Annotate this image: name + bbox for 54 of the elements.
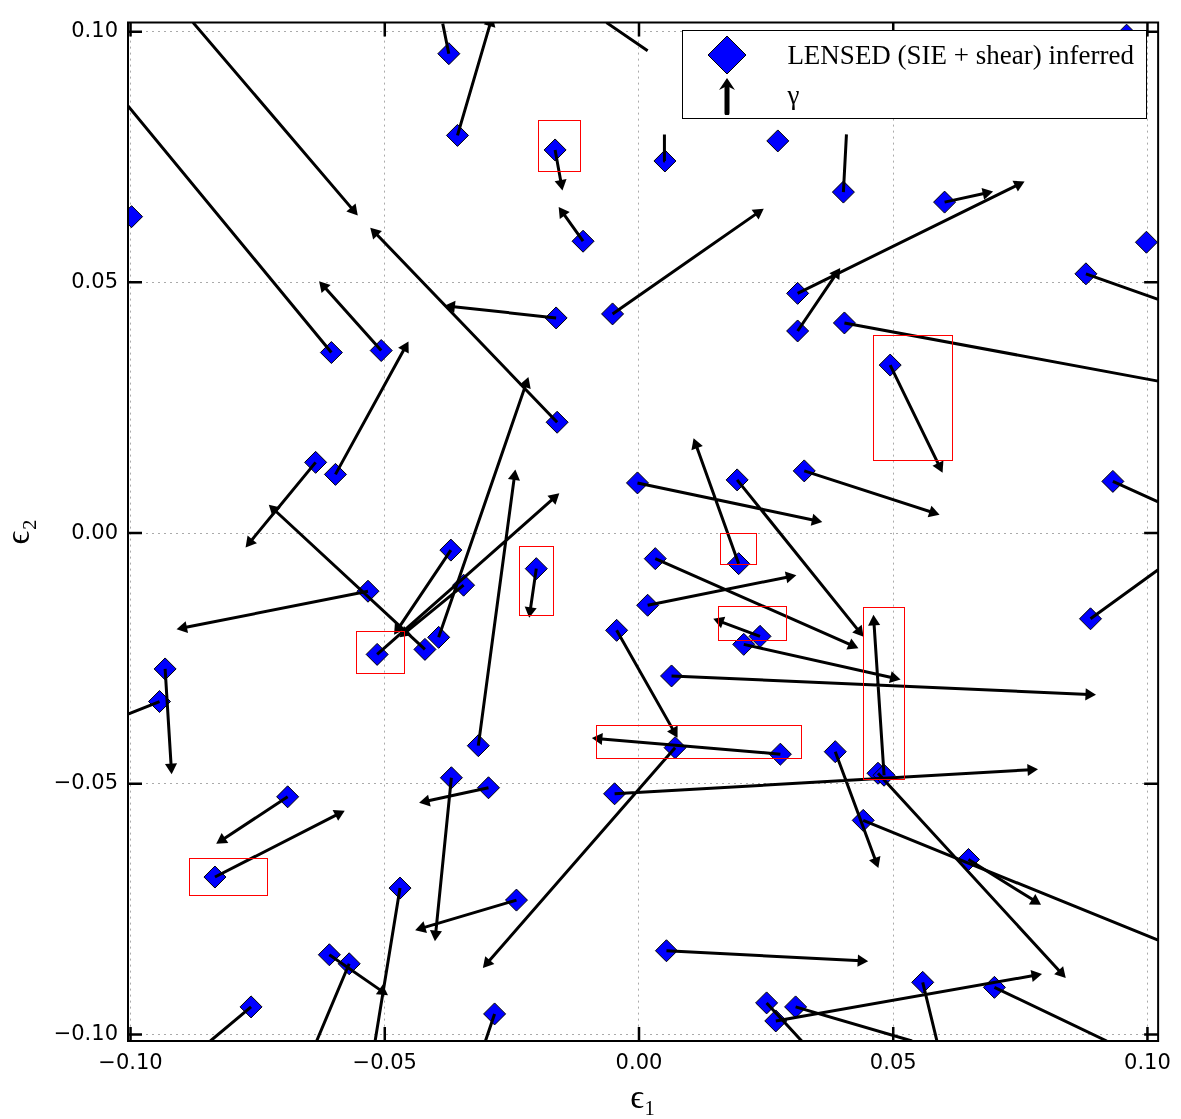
- x-tick-label: 0.05: [869, 1050, 917, 1075]
- y-tick-label: 0.10: [71, 18, 118, 43]
- point: [268, 504, 281, 517]
- point: [810, 513, 823, 526]
- point: [216, 832, 229, 844]
- y-tick-label: −0.05: [53, 770, 118, 795]
- y-tick-label: 0.00: [71, 519, 118, 544]
- point: [524, 606, 537, 618]
- point: [932, 460, 944, 473]
- point: [868, 614, 881, 626]
- point: [751, 208, 764, 220]
- point: [846, 638, 859, 650]
- point: [1054, 966, 1066, 978]
- point: [375, 984, 388, 996]
- point: [1030, 969, 1042, 982]
- x-axis-title: ϵ₁: [630, 1077, 656, 1115]
- point: [519, 377, 531, 389]
- legend-label: γ: [787, 79, 800, 111]
- x-tick-label: 0.00: [615, 1050, 663, 1075]
- point: [346, 203, 358, 216]
- point: [784, 571, 797, 584]
- point: [1027, 763, 1039, 776]
- point: [852, 624, 864, 637]
- x-tick-label: −0.10: [98, 1050, 163, 1075]
- point: [869, 856, 881, 869]
- point: [419, 794, 431, 807]
- point: [829, 268, 841, 281]
- point: [1028, 894, 1042, 905]
- point: [547, 493, 560, 505]
- point: [319, 281, 331, 293]
- y-axis-title: ϵ₂: [0, 518, 37, 545]
- point: [857, 954, 869, 967]
- point: [691, 438, 703, 451]
- y-tick-label: −0.10: [53, 1020, 118, 1045]
- point: [554, 179, 567, 191]
- point: [667, 725, 678, 738]
- point: [370, 227, 382, 240]
- point: [176, 621, 189, 634]
- point: [889, 671, 901, 684]
- y-tick-label: 0.05: [71, 268, 118, 293]
- point: [245, 535, 257, 548]
- x-tick-label: 0.10: [1124, 1050, 1171, 1075]
- x-tick-label: −0.05: [352, 1050, 417, 1075]
- point: [398, 341, 409, 354]
- point: [591, 732, 603, 745]
- point: [981, 187, 994, 200]
- point: [482, 956, 495, 969]
- point: [1085, 688, 1096, 701]
- point: [927, 505, 940, 518]
- point: [1012, 180, 1025, 192]
- point: [507, 469, 520, 481]
- point: [415, 921, 427, 933]
- point: [558, 206, 570, 220]
- legend-label: LENSED (SIE + shear) inferred: [787, 39, 1134, 71]
